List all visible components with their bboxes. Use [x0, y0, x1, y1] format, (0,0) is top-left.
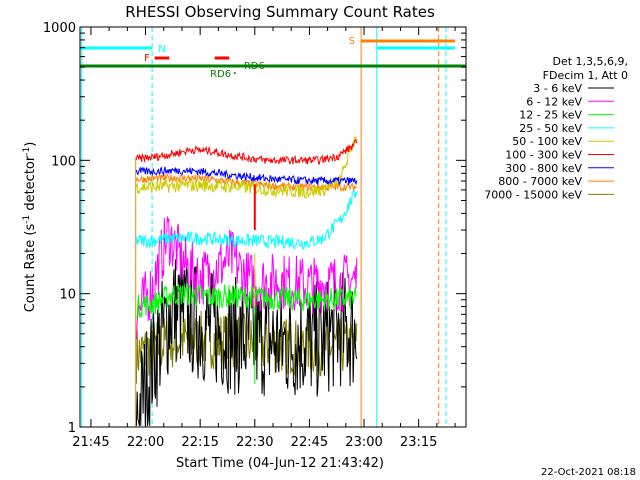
legend-label: 25 - 50 keV	[519, 122, 582, 135]
rd6-dot	[233, 72, 236, 74]
series-layer	[135, 136, 358, 426]
legend: Det 1,3,5,6,9,FDecim 1, Att 03 - 6 keV6 …	[484, 55, 628, 201]
series-line-5	[135, 138, 358, 165]
series-line-3	[135, 188, 358, 251]
y-axis-label-main: Count Rate (s	[23, 224, 38, 313]
legend-label: 7000 - 15000 keV	[484, 188, 582, 201]
x-tick-label: 22:45	[291, 435, 328, 450]
y-tick-label: 10	[59, 288, 76, 303]
legend-label: 100 - 300 keV	[505, 149, 582, 162]
y-tick-label: 1	[68, 421, 76, 436]
y-axis-label-end: )	[23, 142, 38, 147]
legend-label: 800 - 7000 keV	[498, 175, 582, 188]
legend-header-line: Det 1,3,5,6,9,	[552, 55, 628, 68]
y-axis-label-sup1: -1	[22, 215, 32, 224]
legend-label: 6 - 12 keV	[526, 95, 582, 108]
y-axis-label-mid: detector	[23, 155, 38, 215]
chart-title: RHESSI Observing Summary Count Rates	[125, 3, 435, 21]
flag-label-n: N	[158, 44, 165, 55]
y-tick-label: 1000	[43, 21, 76, 36]
series-line-2	[136, 283, 358, 319]
series-line-8	[135, 310, 358, 384]
x-tick-label: 21:45	[72, 435, 109, 450]
x-tick-label: 22:15	[181, 435, 218, 450]
x-axis-label: Start Time (04-Jun-12 21:43:42)	[176, 456, 384, 471]
y-axis-label-sup2: -1	[22, 147, 32, 156]
legend-label: 3 - 6 keV	[533, 82, 582, 95]
series-line-6	[135, 166, 358, 186]
legend-header-line: FDecim 1, Att 0	[543, 69, 628, 82]
legend-label: 12 - 25 keV	[519, 109, 582, 122]
flag-label-s: S	[349, 36, 355, 47]
axes-layer: 21:45 22:00 22:15 22:30 22:45 23:00 23:15 1 10 10…	[43, 21, 466, 450]
y-axis-label: Count Rate (s-1 detector-1)	[22, 142, 38, 313]
x-tick-label: 23:15	[400, 435, 437, 450]
y-tick-label: 100	[51, 154, 76, 169]
series-line-1	[135, 216, 358, 340]
flag-label-rd6: RD6	[210, 69, 231, 80]
legend-label: 300 - 800 keV	[505, 162, 582, 175]
series-line-4	[135, 136, 357, 199]
x-tick-label: 23:00	[345, 435, 382, 450]
legend-label: 50 - 100 keV	[512, 135, 582, 148]
flag-label-rd6: RD6	[244, 61, 265, 72]
footer-timestamp: 22-Oct-2021 08:18	[541, 467, 636, 478]
x-tick-label: 22:30	[236, 435, 273, 450]
flag-label-f: F	[144, 53, 150, 64]
flag-layer: NF S RD6 RD6	[80, 27, 466, 427]
x-tick-label: 22:00	[127, 435, 164, 450]
